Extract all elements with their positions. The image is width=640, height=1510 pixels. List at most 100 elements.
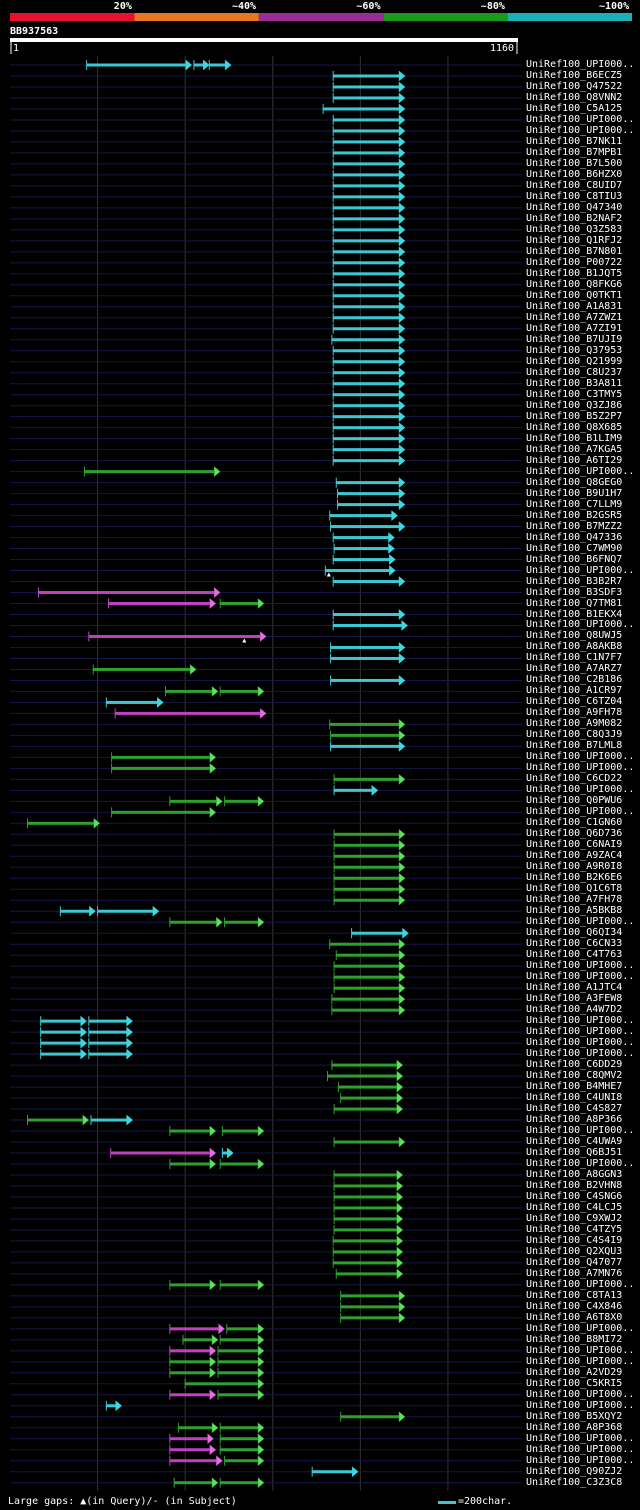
segment-arrow <box>398 433 406 445</box>
segment-arrow <box>396 1169 404 1181</box>
segment-arrow <box>126 1037 134 1049</box>
segment-arrow <box>185 59 193 71</box>
hit-label: UniRef100_UPI000.. <box>526 971 635 983</box>
hit-segment <box>329 942 401 946</box>
hit-label: UniRef100_C3Z3C8 <box>526 1476 623 1488</box>
hit-segment <box>333 1250 398 1254</box>
segment-arrow <box>398 740 406 752</box>
percent-label: ~60% <box>356 1 381 12</box>
hit-segment <box>334 964 401 968</box>
segment-arrow <box>398 312 406 324</box>
hit-label: UniRef100_B3B2R7 <box>526 575 623 587</box>
segment-arrow <box>389 554 396 566</box>
hit-segment <box>169 799 218 803</box>
hit-segment <box>333 85 401 89</box>
hit-segment <box>169 1327 220 1331</box>
hit-label: UniRef100_UPI000.. <box>526 1278 635 1290</box>
hit-label: UniRef100_C8U237 <box>526 366 623 378</box>
hit-segment <box>174 1481 214 1485</box>
hit-segment <box>333 140 401 144</box>
hit-segment <box>169 1371 211 1375</box>
hit-segment <box>220 1338 259 1342</box>
segment-arrow <box>209 1158 217 1170</box>
hit-segment <box>334 876 401 880</box>
hit-label: UniRef100_B7N801 <box>526 245 623 257</box>
hit-label: UniRef100_B8MI72 <box>526 1333 623 1345</box>
hit-label: UniRef100_Q6D736 <box>526 828 623 840</box>
segment-arrow <box>398 477 406 489</box>
hit-segment <box>224 1459 259 1463</box>
segment-arrow <box>398 883 406 895</box>
hit-label: UniRef100_A8P368 <box>526 1421 623 1433</box>
segment-arrow <box>211 685 219 697</box>
hit-label: UniRef100_A1CR97 <box>526 685 623 697</box>
segment-arrow <box>398 575 406 588</box>
hit-label: UniRef100_A9R0I8 <box>526 861 623 873</box>
hit-segment <box>334 1107 398 1111</box>
segment-arrow <box>126 1015 134 1027</box>
segment-arrow <box>80 1015 88 1027</box>
hit-segment <box>165 689 214 693</box>
segment-arrow <box>398 641 406 654</box>
hit-segment <box>169 1393 211 1397</box>
hit-segment <box>333 184 401 188</box>
hit-segment <box>333 162 401 166</box>
segment-arrow <box>398 850 406 862</box>
segment-arrow <box>398 180 406 192</box>
hit-label: UniRef100_B7NK11 <box>526 135 623 147</box>
hit-segment <box>338 1085 398 1089</box>
hit-segment <box>333 74 401 78</box>
hit-segment <box>334 865 401 869</box>
hit-segment <box>330 525 401 529</box>
hit-label: UniRef100_UPI000.. <box>526 59 635 70</box>
hit-label: UniRef100_C2B186 <box>526 674 623 686</box>
hit-segment <box>220 1481 259 1485</box>
hit-label: UniRef100_B2NAF2 <box>526 212 623 224</box>
hit-label: UniRef100_UPI000.. <box>526 1322 635 1334</box>
hit-label: UniRef100_UPI000.. <box>526 1344 635 1356</box>
hit-label: UniRef100_UPI000.. <box>526 1432 635 1444</box>
hit-segment <box>334 1184 398 1188</box>
hit-label: UniRef100_C3TMY5 <box>526 388 623 400</box>
hit-label: UniRef100_B3A811 <box>526 377 623 389</box>
segment-arrow <box>126 1026 134 1038</box>
large-gaps-legend: Large gaps: ▲(in Query)/- (in Subject) <box>8 1496 237 1507</box>
hit-segment <box>333 294 401 298</box>
hit-segment <box>60 909 91 913</box>
segment-arrow <box>209 1147 217 1159</box>
hit-label: UniRef100_Q2XQU3 <box>526 1245 623 1257</box>
segment-arrow <box>391 510 398 522</box>
segment-arrow <box>398 367 406 379</box>
hit-segment <box>337 503 401 507</box>
segment-arrow <box>89 905 96 917</box>
percent-bar-segment <box>134 13 259 21</box>
segment-arrow <box>398 938 406 950</box>
hit-segment <box>333 206 401 210</box>
hit-label: UniRef100_A3FEW8 <box>526 993 623 1005</box>
hit-segment <box>333 327 401 331</box>
hit-label: UniRef100_C4S4I9 <box>526 1234 623 1246</box>
segment-arrow <box>398 1136 406 1148</box>
hit-label: UniRef100_C4TZY5 <box>526 1223 623 1235</box>
segment-arrow <box>398 773 406 785</box>
hit-label: UniRef100_A1JTC4 <box>526 982 623 994</box>
segment-arrow <box>257 1455 265 1467</box>
hit-label: UniRef100_A7MN76 <box>526 1267 623 1279</box>
segment-arrow <box>398 718 406 730</box>
hit-label: UniRef100_A6T8X0 <box>526 1311 623 1323</box>
hit-segment <box>333 448 401 452</box>
segment-arrow <box>216 916 223 928</box>
segment-arrow <box>211 1334 219 1346</box>
segment-arrow <box>398 70 406 82</box>
segment-arrow <box>398 1301 406 1313</box>
hit-segment <box>40 1019 82 1023</box>
hit-label: UniRef100_A4W7D2 <box>526 1004 623 1016</box>
hit-segment <box>27 1118 84 1122</box>
hit-label: UniRef100_UPI000.. <box>526 1125 635 1137</box>
segment-arrow <box>398 729 406 741</box>
hit-segment <box>88 1019 128 1023</box>
segment-arrow <box>213 466 221 478</box>
segment-arrow <box>398 334 406 346</box>
hit-segment <box>220 1283 259 1287</box>
hit-label: UniRef100_Q37953 <box>526 344 623 356</box>
